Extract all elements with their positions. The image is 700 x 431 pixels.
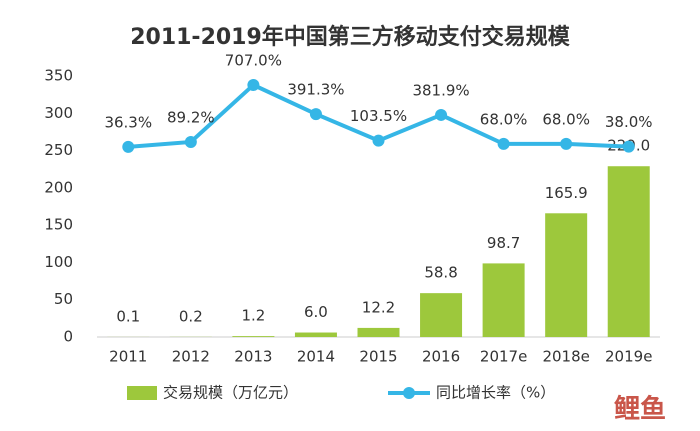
x-tick-label: 2018e bbox=[542, 348, 589, 366]
line-point bbox=[497, 137, 510, 150]
y-tick-label: 100 bbox=[44, 253, 73, 271]
bar-value-label: 12.2 bbox=[362, 298, 395, 316]
bar-value-label: 0.2 bbox=[179, 307, 203, 325]
line-value-label: 68.0% bbox=[542, 110, 590, 128]
y-tick-label: 300 bbox=[44, 104, 73, 122]
line-point bbox=[560, 137, 573, 150]
y-tick-label: 50 bbox=[54, 290, 73, 308]
bar-value-label: 98.7 bbox=[487, 234, 520, 252]
line-point bbox=[184, 135, 197, 148]
y-tick-label: 200 bbox=[44, 178, 73, 196]
y-tick-label: 350 bbox=[44, 67, 73, 85]
bar bbox=[607, 166, 650, 337]
y-tick-label: 150 bbox=[44, 216, 73, 234]
bar-value-label: 58.8 bbox=[424, 264, 457, 282]
x-tick-label: 2015 bbox=[359, 348, 397, 366]
line-value-label: 36.3% bbox=[104, 113, 152, 131]
x-tick-label: 2011 bbox=[109, 348, 147, 366]
line-point bbox=[435, 108, 448, 121]
line-value-label: 381.9% bbox=[412, 81, 469, 99]
bar bbox=[545, 213, 588, 337]
bar bbox=[357, 327, 400, 337]
bar-value-label: 6.0 bbox=[304, 303, 328, 321]
line-point bbox=[622, 140, 635, 153]
watermark: 鲤鱼 bbox=[614, 395, 666, 425]
chart-title: 2011-2019年中国第三方移动支付交易规模 bbox=[130, 24, 571, 50]
bar-value-label: 1.2 bbox=[241, 307, 265, 325]
bar bbox=[232, 336, 275, 337]
x-tick-label: 2014 bbox=[297, 348, 335, 366]
line-value-label: 103.5% bbox=[350, 107, 407, 125]
line-value-label: 38.0% bbox=[605, 113, 653, 131]
legend-swatch bbox=[127, 386, 157, 400]
line-value-label: 89.2% bbox=[167, 108, 215, 126]
line-value-label: 68.0% bbox=[480, 110, 528, 128]
line-value-label: 391.3% bbox=[287, 81, 344, 99]
x-tick-label: 2017e bbox=[480, 348, 527, 366]
line-point bbox=[247, 78, 260, 91]
x-tick-label: 2019e bbox=[605, 348, 652, 366]
bar-value-label: 165.9 bbox=[545, 184, 588, 202]
line-point bbox=[309, 108, 322, 121]
x-tick-label: 2016 bbox=[422, 348, 460, 366]
line-point bbox=[122, 140, 135, 153]
legend-label: 交易规模（万亿元） bbox=[163, 384, 298, 402]
line-point bbox=[372, 134, 385, 147]
legend-swatch bbox=[403, 387, 415, 399]
bar bbox=[294, 332, 337, 337]
bar bbox=[482, 263, 525, 337]
legend-label: 同比增长率（%） bbox=[436, 384, 555, 402]
bar bbox=[420, 293, 463, 337]
bar-value-label: 0.1 bbox=[116, 307, 140, 325]
x-tick-label: 2012 bbox=[172, 348, 210, 366]
y-tick-label: 0 bbox=[63, 328, 73, 346]
x-tick-label: 2013 bbox=[234, 348, 272, 366]
line-value-label: 707.0% bbox=[225, 51, 282, 69]
y-tick-label: 250 bbox=[44, 141, 73, 159]
